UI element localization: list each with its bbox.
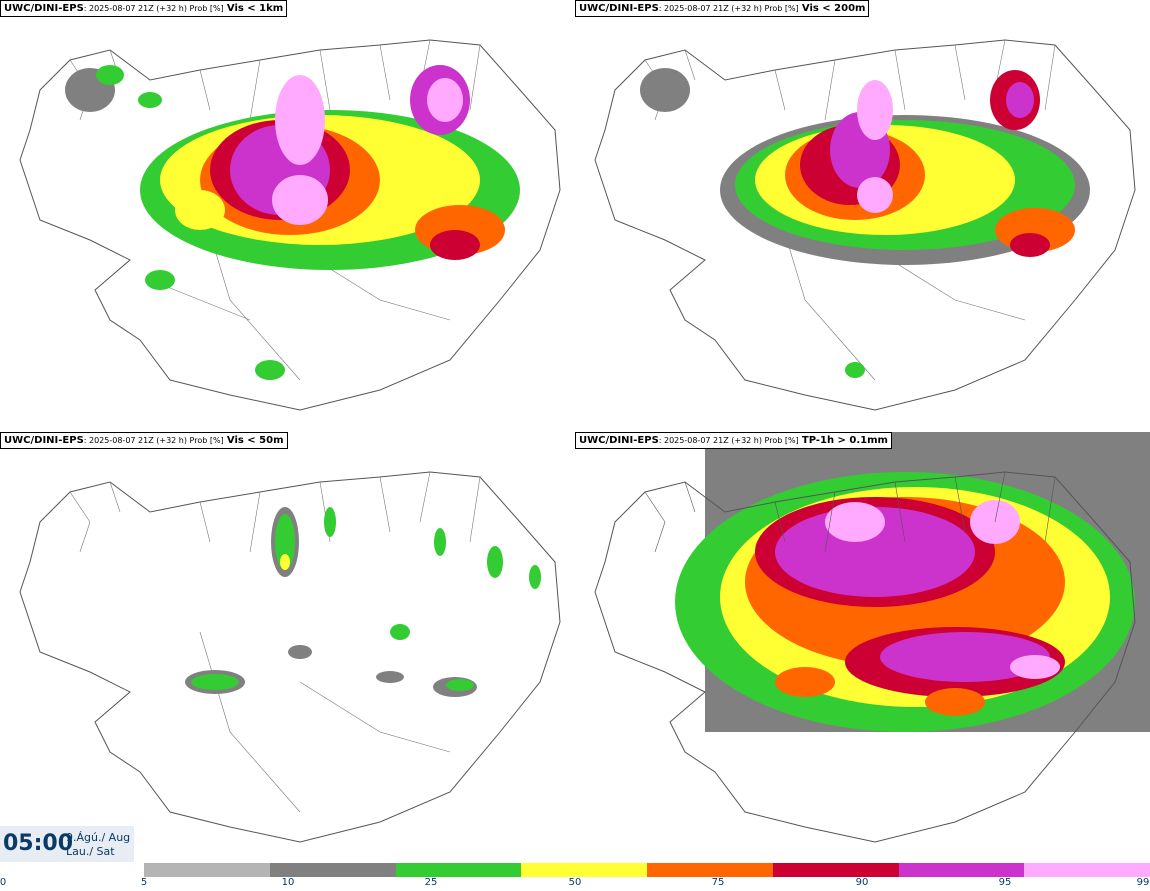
- colorbar-tick-label: 50: [568, 877, 582, 888]
- valid-time-clock: 05:00: [3, 831, 74, 856]
- colorbar-tick-label: 75: [711, 877, 725, 888]
- map-panel-vis-50m: UWC/DINI-EPS: 2025-08-07 21Z (+32 h) Pro…: [0, 432, 575, 862]
- colorbar-swatch: [898, 863, 1025, 877]
- iceland-map: [594, 432, 1150, 843]
- colorbar-swatch: [772, 863, 899, 877]
- colorbar-swatch: [1024, 863, 1150, 877]
- colorbar-swatch: [269, 863, 396, 877]
- colorbar-swatch: [647, 863, 773, 877]
- map-panel-vis-200m: UWC/DINI-EPS: 2025-08-07 21Z (+32 h) Pro…: [575, 0, 1150, 430]
- colorbar-tick-label: 90: [855, 877, 869, 888]
- colorbar-swatch: [395, 863, 522, 877]
- panel-title: UWC/DINI-EPS: 2025-08-07 21Z (+32 h) Pro…: [0, 432, 288, 449]
- colorbar-swatch: [144, 863, 270, 877]
- colorbar-tick-label: 0: [0, 877, 7, 888]
- date-line-1: 9.Ágú./ Aug: [66, 831, 131, 844]
- colorbar-tick-label: 25: [424, 877, 438, 888]
- colorbar-tick-label: 5: [140, 877, 148, 888]
- colorbar-swatch: [521, 863, 647, 877]
- date-line-2: Lau./ Sat: [66, 845, 115, 858]
- iceland-map: [594, 39, 1136, 411]
- panel-title: UWC/DINI-EPS: 2025-08-07 21Z (+32 h) Pro…: [0, 0, 288, 17]
- iceland-map: [19, 471, 561, 843]
- colorbar-tick-label: 10: [281, 877, 295, 888]
- panel-title: UWC/DINI-EPS: 2025-08-07 21Z (+32 h) Pro…: [575, 0, 870, 17]
- panel-title: UWC/DINI-EPS: 2025-08-07 21Z (+32 h) Pro…: [575, 432, 892, 449]
- map-panel-tp1h: UWC/DINI-EPS: 2025-08-07 21Z (+32 h) Pro…: [575, 432, 1150, 862]
- colorbar: [144, 863, 1150, 877]
- valid-time-box: 05:00 9.Ágú./ Aug Lau./ Sat: [0, 826, 134, 862]
- map-panel-vis-1km: UWC/DINI-EPS: 2025-08-07 21Z (+32 h) Pro…: [0, 0, 575, 430]
- iceland-map: [19, 39, 561, 411]
- colorbar-tick-label: 99: [1136, 877, 1150, 888]
- colorbar-tick-label: 95: [998, 877, 1012, 888]
- valid-time-date: 9.Ágú./ Aug Lau./ Sat: [66, 831, 130, 859]
